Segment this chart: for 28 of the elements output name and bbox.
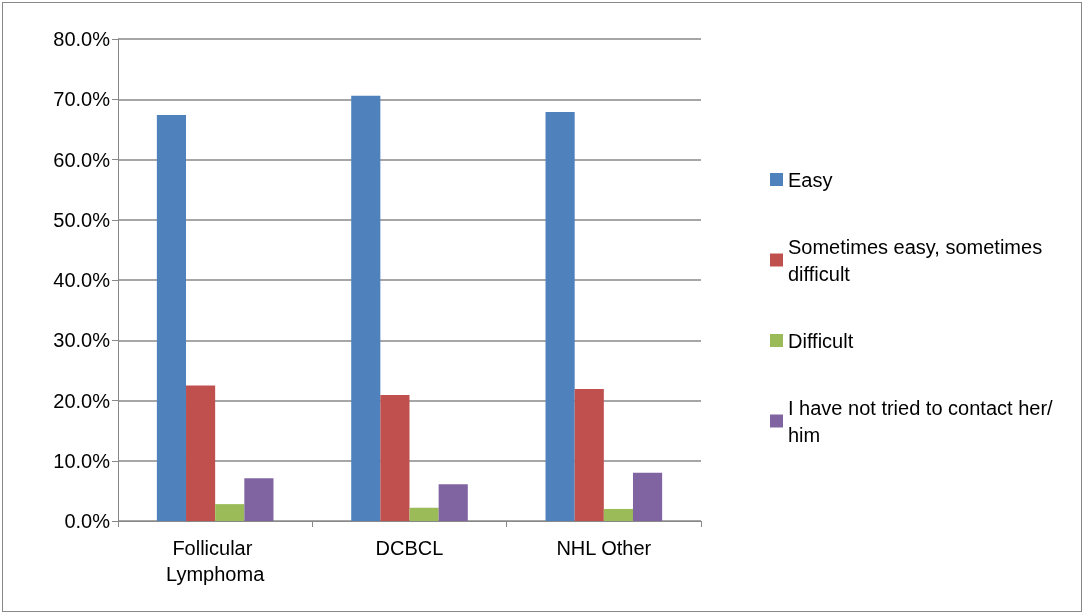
bar <box>215 504 245 521</box>
bar <box>574 389 604 521</box>
bar <box>156 114 187 521</box>
bar <box>409 507 439 521</box>
x-tick-label: DCBCL <box>375 537 444 559</box>
bar <box>244 478 274 521</box>
bar <box>545 111 575 521</box>
bar <box>380 395 410 521</box>
bar <box>603 508 633 521</box>
y-tick-label: 70.0% <box>53 88 111 111</box>
bar <box>186 385 216 521</box>
legend-label: I have not tried to contact her/him <box>788 396 1054 446</box>
bar <box>438 484 468 521</box>
y-tick-label: 20.0% <box>53 389 111 412</box>
x-tick-label: NHL Other <box>556 537 652 559</box>
x-tick-label: Follicular Lymphoma <box>166 537 266 585</box>
y-tick-label: 80.0% <box>53 28 111 50</box>
y-tick-label: 50.0% <box>53 208 111 231</box>
bar <box>632 472 663 521</box>
y-tick-label: 0.0% <box>64 510 111 532</box>
legend-label: Easy <box>788 168 833 191</box>
legend-label: Difficult <box>788 329 854 352</box>
y-tick-label: 40.0% <box>53 269 111 291</box>
y-tick-label: 60.0% <box>53 148 111 171</box>
y-tick-label: 30.0% <box>53 329 111 352</box>
bar <box>351 95 381 521</box>
legend-label: Sometimes easy, sometimes difficult <box>788 235 1048 285</box>
y-tick-label: 10.0% <box>53 449 111 472</box>
